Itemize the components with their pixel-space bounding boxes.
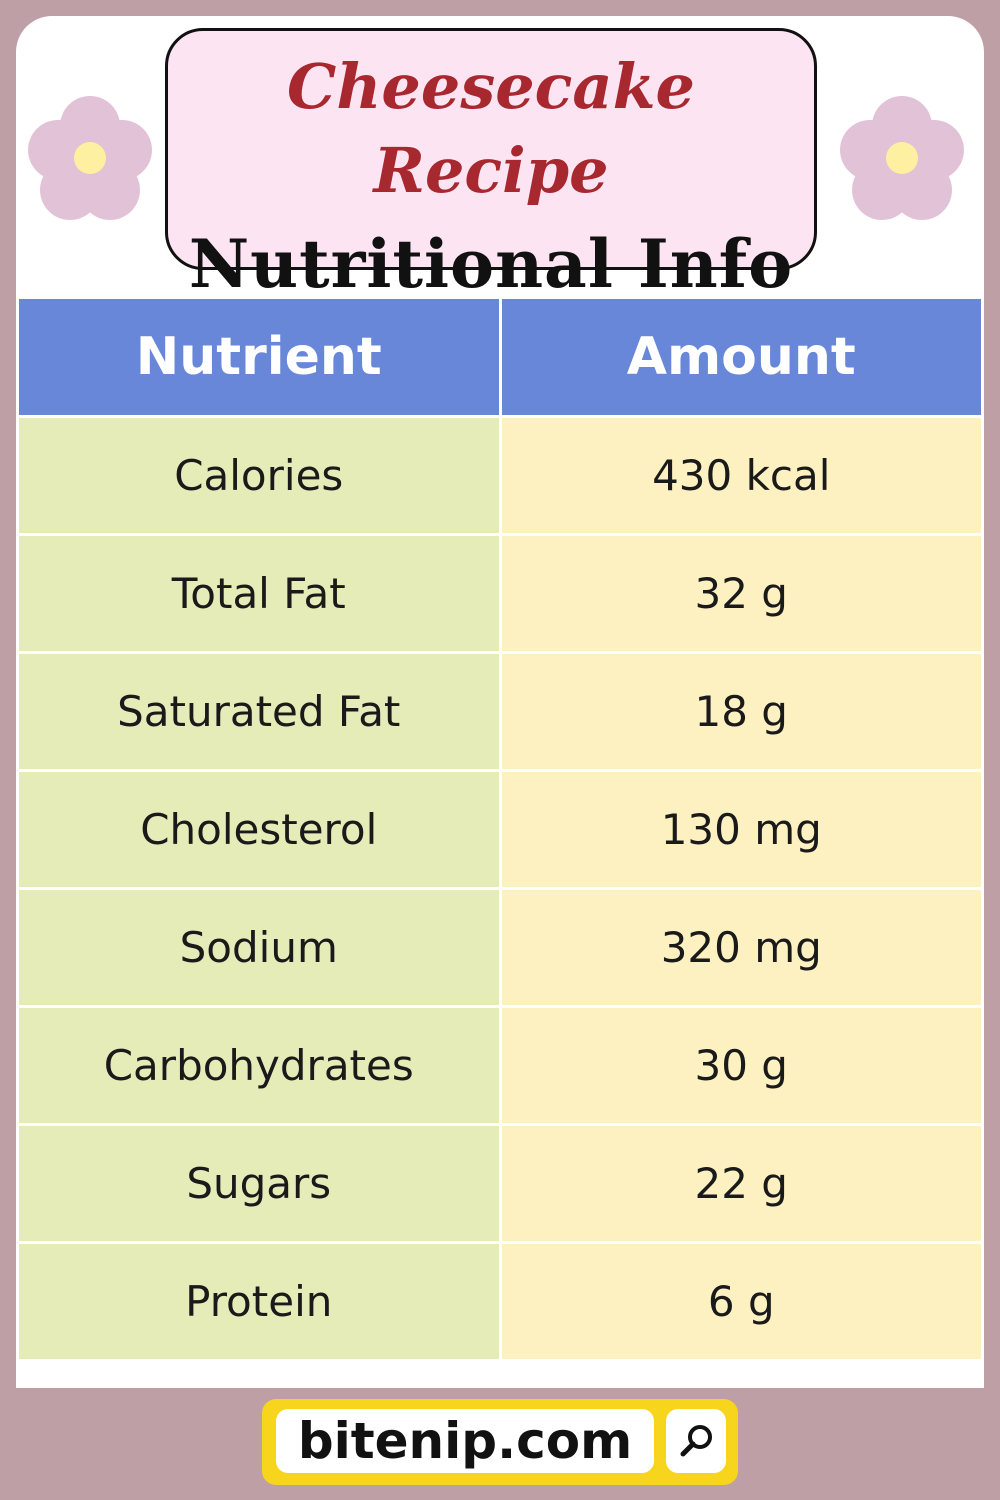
amount-cell: 22 g <box>498 1123 984 1244</box>
nutrient-cell: Cholesterol <box>16 769 502 890</box>
nutrient-cell: Sugars <box>16 1123 502 1244</box>
table-header-row: Nutrient Amount <box>16 296 984 418</box>
table-row: Calories 430 kcal <box>16 415 984 536</box>
site-url[interactable]: bitenip.com <box>276 1409 654 1473</box>
table-row: Protein 6 g <box>16 1241 984 1362</box>
amount-cell: 30 g <box>498 1005 984 1126</box>
amount-cell: 320 mg <box>498 887 984 1008</box>
amount-cell: 430 kcal <box>498 415 984 536</box>
amount-cell: 6 g <box>498 1241 984 1362</box>
nutrient-cell: Carbohydrates <box>16 1005 502 1126</box>
search-icon[interactable] <box>666 1409 726 1473</box>
column-header-amount: Amount <box>498 296 984 418</box>
nutrient-cell: Sodium <box>16 887 502 1008</box>
amount-cell: 32 g <box>498 533 984 654</box>
table-row: Sugars 22 g <box>16 1123 984 1244</box>
nutrient-cell: Protein <box>16 1241 502 1362</box>
flower-icon <box>840 96 964 220</box>
nutrient-cell: Saturated Fat <box>16 651 502 772</box>
amount-cell: 18 g <box>498 651 984 772</box>
site-footer[interactable]: bitenip.com <box>262 1399 738 1485</box>
table-row: Cholesterol 130 mg <box>16 769 984 890</box>
table-row: Total Fat 32 g <box>16 533 984 654</box>
nutrient-cell: Total Fat <box>16 533 502 654</box>
page-title: Nutritional Info <box>188 225 794 303</box>
amount-cell: 130 mg <box>498 769 984 890</box>
table-row: Saturated Fat 18 g <box>16 651 984 772</box>
title-box: Cheesecake Recipe Nutritional Info <box>165 28 817 303</box>
nutrition-table: Nutrient Amount Calories 430 kcal Total … <box>16 296 984 1362</box>
table-row: Carbohydrates 30 g <box>16 1005 984 1126</box>
column-header-nutrient: Nutrient <box>16 296 502 418</box>
flower-icon <box>28 96 152 220</box>
table-row: Sodium 320 mg <box>16 887 984 1008</box>
nutrient-cell: Calories <box>16 415 502 536</box>
recipe-title: Cheesecake Recipe <box>287 50 695 207</box>
